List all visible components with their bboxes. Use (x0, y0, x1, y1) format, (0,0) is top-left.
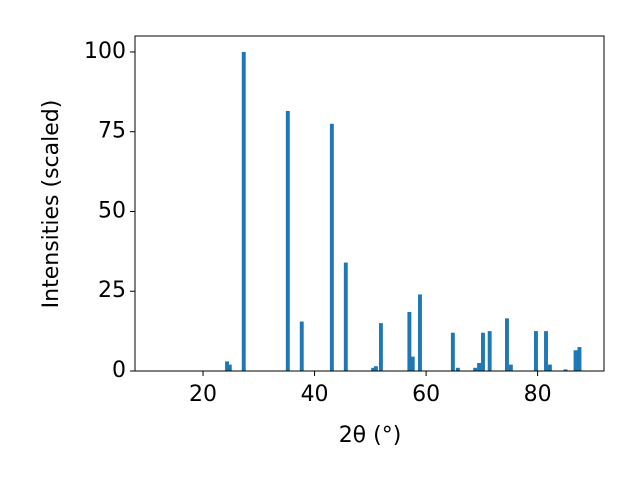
y-tick-label: 50 (98, 198, 126, 223)
bar (371, 367, 376, 371)
bar (534, 331, 538, 371)
bar (455, 367, 460, 371)
bar (378, 323, 383, 371)
bar (225, 361, 229, 371)
bar (227, 364, 232, 371)
bar (343, 262, 348, 371)
x-tick-label: 60 (412, 382, 440, 407)
y-axis-label: Intensities (scaled) (39, 100, 64, 309)
x-axis-label: 2θ (°) (339, 423, 402, 448)
plot-frame (134, 35, 605, 372)
bar (373, 366, 378, 371)
bar (418, 294, 422, 371)
bar (410, 356, 415, 371)
bar (563, 369, 568, 371)
x-tick-label: 20 (189, 382, 217, 407)
bar (241, 51, 246, 371)
bar (547, 364, 552, 371)
y-tick-label: 75 (98, 119, 126, 144)
bar (481, 332, 485, 371)
bar (544, 331, 548, 371)
bar (487, 331, 492, 371)
bar (577, 347, 582, 371)
bar (285, 110, 290, 371)
bar (329, 123, 334, 371)
bar (450, 332, 455, 371)
bar (505, 318, 509, 371)
x-tick-label: 80 (524, 382, 552, 407)
y-tick-label: 100 (84, 39, 126, 64)
bar (477, 363, 482, 371)
y-tick-label: 0 (112, 358, 126, 383)
bar (407, 311, 412, 371)
bar (508, 364, 513, 371)
x-tick-label: 40 (301, 382, 329, 407)
bar (473, 367, 478, 371)
bar (299, 321, 304, 371)
bar (573, 350, 578, 371)
y-tick-label: 25 (98, 278, 126, 303)
